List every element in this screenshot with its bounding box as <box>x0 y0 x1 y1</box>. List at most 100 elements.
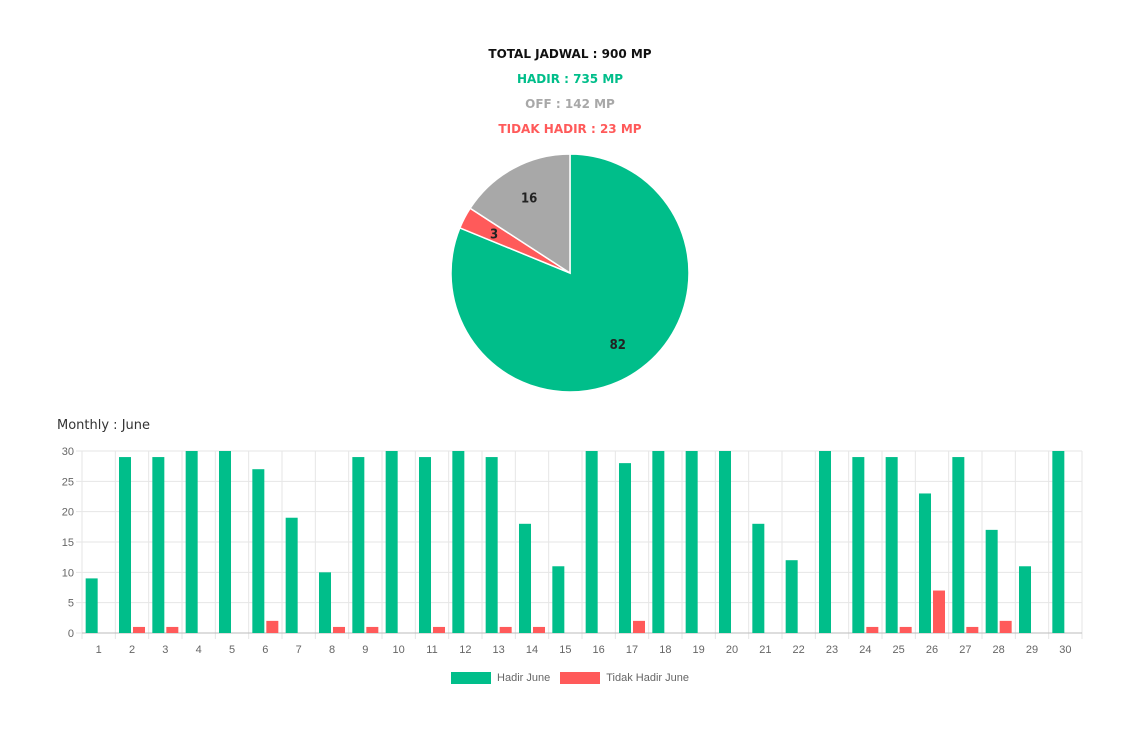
bar-hadir-8[interactable] <box>319 572 331 633</box>
bar-tidak-hadir-25[interactable] <box>899 626 912 633</box>
pie-slice-label-0: 82 <box>610 338 626 353</box>
x-tick-label: 19 <box>693 644 705 656</box>
attendance-pie-chart: 82 3 16 <box>450 153 690 393</box>
bar-hadir-18[interactable] <box>652 451 665 633</box>
bar-hadir-6[interactable] <box>252 469 265 633</box>
legend-tidak-hadir-swatch <box>560 672 601 684</box>
x-tick-label: 9 <box>362 644 368 656</box>
bar-tidak-hadir-28[interactable] <box>999 620 1012 633</box>
x-tick-label: 25 <box>893 644 905 656</box>
bar-hadir-16[interactable] <box>585 451 598 633</box>
bar-tidak-hadir-6[interactable] <box>266 620 279 633</box>
x-tick-label: 3 <box>162 644 168 656</box>
bar-hadir-12[interactable] <box>452 451 465 633</box>
bar-tidak-hadir-26[interactable] <box>933 590 945 633</box>
bar-hadir-19[interactable] <box>685 451 698 633</box>
pie-slice-label-2: 16 <box>521 192 537 207</box>
bar-hadir-22[interactable] <box>785 560 798 633</box>
bar-hadir-21[interactable] <box>752 523 765 633</box>
x-tick-label: 22 <box>793 644 805 656</box>
x-tick-label: 30 <box>1059 644 1071 656</box>
y-tick-label: 30 <box>62 446 74 458</box>
pie-slice-label-1: 3 <box>490 227 498 242</box>
x-tick-label: 18 <box>659 644 671 656</box>
x-tick-label: 10 <box>393 644 405 656</box>
monthly-title: Monthly : June <box>57 418 151 433</box>
legend-tidak-hadir[interactable]: Tidak Hadir June <box>560 672 689 684</box>
bar-hadir-9[interactable] <box>352 457 365 633</box>
bar-hadir-20[interactable] <box>719 451 731 633</box>
x-tick-label: 24 <box>859 644 871 656</box>
bar-tidak-hadir-11[interactable] <box>433 626 445 633</box>
bar-hadir-7[interactable] <box>285 517 298 633</box>
y-tick-label: 25 <box>62 476 74 488</box>
bar-tidak-hadir-9[interactable] <box>366 626 379 633</box>
bar-legend: Hadir June Tidak Hadir June <box>0 672 1140 684</box>
x-tick-label: 28 <box>993 644 1005 656</box>
y-tick-label: 20 <box>62 507 74 519</box>
bar-hadir-5[interactable] <box>219 451 231 633</box>
total-jadwal-label: TOTAL JADWAL : 900 MP <box>488 47 652 61</box>
pie-slice-2[interactable] <box>469 153 571 275</box>
x-tick-label: 26 <box>926 644 938 656</box>
pie-slice-0[interactable] <box>450 153 690 393</box>
legend-hadir-label: Hadir June <box>497 672 551 684</box>
x-tick-label: 23 <box>826 644 838 656</box>
legend-hadir-swatch <box>451 672 492 684</box>
bar-tidak-hadir-14[interactable] <box>533 626 545 633</box>
y-tick-label: 0 <box>68 628 74 640</box>
x-tick-label: 13 <box>493 644 505 656</box>
bar-tidak-hadir-8[interactable] <box>333 626 345 633</box>
bar-tidak-hadir-2[interactable] <box>133 626 145 633</box>
bar-hadir-29[interactable] <box>1019 566 1031 633</box>
bar-tidak-hadir-17[interactable] <box>633 620 645 633</box>
x-tick-label: 17 <box>626 644 638 656</box>
bar-hadir-24[interactable] <box>852 457 865 633</box>
legend-tidak-hadir-label: Tidak Hadir June <box>606 672 689 684</box>
bar-tidak-hadir-13[interactable] <box>499 626 512 633</box>
bar-hadir-30[interactable] <box>1052 451 1065 633</box>
bar-hadir-13[interactable] <box>485 457 498 633</box>
bar-hadir-25[interactable] <box>885 457 898 633</box>
bar-hadir-15[interactable] <box>552 566 565 633</box>
x-tick-label: 7 <box>296 644 302 656</box>
x-tick-label: 8 <box>329 644 335 656</box>
x-tick-label: 2 <box>129 644 135 656</box>
x-tick-label: 15 <box>559 644 571 656</box>
bar-hadir-2[interactable] <box>119 457 131 633</box>
y-tick-label: 10 <box>62 567 74 579</box>
x-tick-label: 27 <box>959 644 971 656</box>
y-tick-label: 15 <box>62 537 74 549</box>
bar-hadir-14[interactable] <box>519 523 531 633</box>
x-tick-label: 29 <box>1026 644 1038 656</box>
x-tick-label: 1 <box>96 644 102 656</box>
x-tick-label: 5 <box>229 644 235 656</box>
bar-hadir-17[interactable] <box>619 463 631 633</box>
bar-tidak-hadir-3[interactable] <box>166 626 179 633</box>
bar-hadir-4[interactable] <box>185 451 198 633</box>
x-tick-label: 12 <box>459 644 471 656</box>
hadir-label: HADIR : 735 MP <box>516 72 624 86</box>
bar-hadir-23[interactable] <box>819 451 831 633</box>
bar-hadir-11[interactable] <box>419 457 431 633</box>
x-tick-label: 16 <box>593 644 605 656</box>
bar-hadir-3[interactable] <box>152 457 165 633</box>
bar-hadir-27[interactable] <box>952 457 965 633</box>
x-tick-label: 14 <box>526 644 538 656</box>
x-tick-label: 4 <box>196 644 202 656</box>
tidak-hadir-label: TIDAK HADIR : 23 MP <box>498 122 642 136</box>
x-tick-label: 21 <box>759 644 771 656</box>
bar-hadir-28[interactable] <box>985 529 998 633</box>
legend-hadir[interactable]: Hadir June <box>451 672 550 684</box>
bar-hadir-10[interactable] <box>385 451 398 633</box>
bar-tidak-hadir-24[interactable] <box>866 626 879 633</box>
off-label: OFF : 142 MP <box>525 97 615 111</box>
bar-tidak-hadir-27[interactable] <box>966 626 979 633</box>
x-tick-label: 11 <box>426 644 437 656</box>
x-tick-label: 6 <box>262 644 268 656</box>
x-tick-label: 20 <box>726 644 738 656</box>
bar-hadir-1[interactable] <box>85 578 98 633</box>
y-tick-label: 5 <box>68 598 74 610</box>
bar-hadir-26[interactable] <box>919 493 931 633</box>
